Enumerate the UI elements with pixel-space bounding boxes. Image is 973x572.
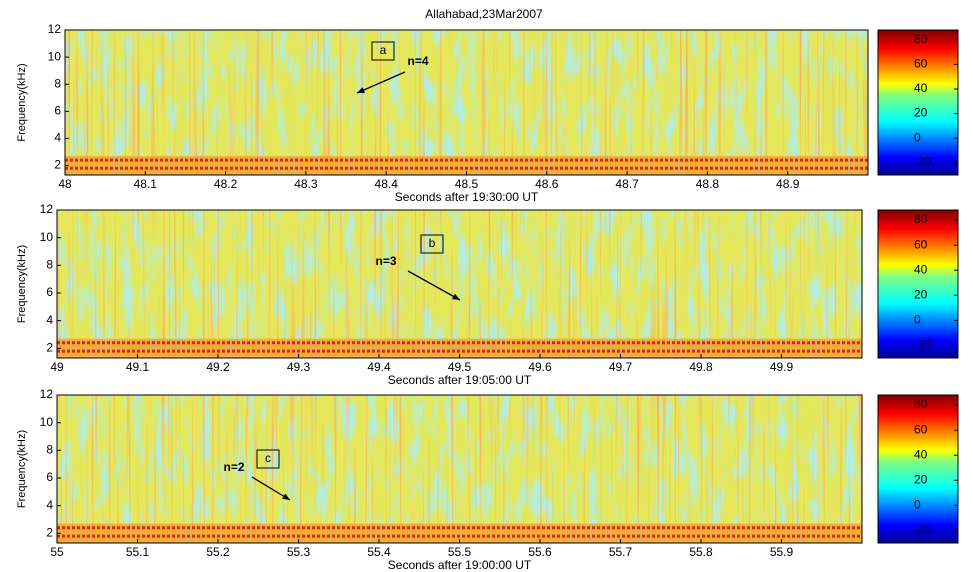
colorbar (877, 394, 959, 544)
x-tick-label: 49.1 (126, 360, 150, 374)
x-tick-label: 48.6 (535, 177, 559, 191)
y-tick-label: 10 (40, 415, 54, 429)
y-tick-label: 2 (46, 340, 53, 354)
annotation-box-label: b (429, 236, 436, 250)
x-tick-label: 48.9 (776, 177, 800, 191)
colorbar-tick-label: 0 (914, 313, 921, 327)
x-tick-label: 49.3 (287, 360, 311, 374)
annotation-arrow (356, 71, 406, 94)
colorbar-tick-label: 40 (914, 447, 928, 461)
y-tick-label: 12 (40, 202, 54, 216)
x-tick-label: 49 (50, 360, 64, 374)
x-tick-label: 48.5 (455, 177, 479, 191)
y-tick-label: 8 (46, 442, 53, 456)
x-tick-label: 55.2 (206, 545, 230, 559)
x-axis-label: Seconds after 19:30:00 UT (395, 190, 539, 204)
x-tick-label: 49.8 (689, 360, 713, 374)
y-tick-label: 4 (46, 498, 53, 512)
annotation-label: n=3 (375, 254, 396, 268)
x-axis-label: Seconds after 19:05:00 UT (388, 373, 532, 387)
y-axis-label: Frequency(kHz) (16, 63, 28, 141)
y-tick-label: 6 (46, 285, 53, 299)
y-tick-label: 12 (40, 387, 54, 401)
x-tick-label: 55.6 (528, 545, 552, 559)
x-tick-label: 49.2 (206, 360, 230, 374)
colorbar (877, 29, 959, 176)
spectrogram-streaks (65, 30, 868, 175)
x-tick-label: 55.4 (367, 545, 391, 559)
colorbar-tick-label: 60 (914, 57, 928, 71)
colorbar-tick-label: 20 (914, 106, 928, 120)
spectrogram-streaks (57, 210, 862, 358)
y-axis-label: Frequency(kHz) (16, 430, 28, 508)
x-tick-label: 48.2 (214, 177, 238, 191)
colorbar-tick-label: 20 (914, 472, 928, 486)
annotation-box (420, 234, 444, 254)
y-tick-label: 4 (54, 131, 61, 145)
y-tick-label: 2 (54, 158, 61, 172)
annotation-box (256, 449, 280, 469)
y-axis-label: Frequency(kHz) (16, 245, 28, 323)
y-tick-label: 6 (46, 470, 53, 484)
y-tick-label: 8 (54, 76, 61, 90)
x-tick-label: 55.1 (126, 545, 150, 559)
x-tick-label: 48.1 (134, 177, 158, 191)
colorbar-tick-label: 80 (914, 212, 928, 226)
colorbar-tick-label: -20 (914, 155, 932, 169)
annotation-label: n=4 (407, 54, 428, 68)
colorbar-tick-label: 40 (914, 81, 928, 95)
x-tick-label: 55.9 (770, 545, 794, 559)
y-tick-label: 10 (40, 230, 54, 244)
x-axis-label: Seconds after 19:00:00 UT (388, 558, 532, 572)
x-tick-label: 55.3 (287, 545, 311, 559)
spectrogram-panel: 55 55.1 55.2 55.3 55.4 55.5 55.6 55.7 55.8 55.9 2 4… (16, 387, 959, 572)
colorbar-tick-label: 20 (914, 287, 928, 301)
x-tick-label: 48.4 (375, 177, 399, 191)
x-tick-label: 49.6 (528, 360, 552, 374)
figure-title: Allahabad,23Mar2007 (425, 7, 543, 21)
colorbar-tick-label: -20 (914, 523, 932, 537)
annotation-arrowhead (357, 87, 365, 93)
colorbar-tick-label: 40 (914, 262, 928, 276)
annotation-box-label: c (265, 451, 271, 465)
x-tick-label: 55 (50, 545, 64, 559)
annotation-arrow (251, 476, 291, 501)
colorbar (877, 209, 959, 359)
x-tick-label: 48.3 (294, 177, 318, 191)
spectrogram-panel: 49 49.1 49.2 49.3 49.4 49.5 49.6 49.7 49.8 49.9 2 4… (16, 202, 959, 387)
y-tick-label: 12 (48, 22, 62, 36)
colorbar-tick-label: 80 (914, 397, 928, 411)
x-tick-label: 48.7 (615, 177, 639, 191)
x-tick-label: 55.8 (689, 545, 713, 559)
x-tick-label: 48 (58, 177, 72, 191)
x-tick-label: 49.7 (609, 360, 633, 374)
y-tick-label: 2 (46, 525, 53, 539)
annotation-box (371, 41, 395, 61)
colorbar-tick-label: 80 (914, 32, 928, 46)
annotation-label: n=2 (223, 460, 244, 474)
x-tick-label: 48.8 (696, 177, 720, 191)
annotation-arrowhead (452, 293, 460, 300)
x-tick-label: 49.9 (770, 360, 794, 374)
colorbar-tick-label: 60 (914, 237, 928, 251)
x-tick-label: 55.7 (609, 545, 633, 559)
x-tick-label: 55.5 (448, 545, 472, 559)
y-tick-label: 8 (46, 257, 53, 271)
x-tick-label: 49.5 (448, 360, 472, 374)
colorbar-tick-label: 0 (914, 498, 921, 512)
annotation-arrowhead (282, 493, 290, 500)
annotation-box-label: a (380, 43, 387, 57)
y-tick-label: 4 (46, 313, 53, 327)
colorbar-tick-label: -20 (914, 338, 932, 352)
spectrogram-panel: 48 48.1 48.2 48.3 48.4 48.5 48.6 48.7 48.8 48.924… (16, 22, 959, 204)
annotation-arrow (407, 270, 461, 301)
colorbar-tick-label: 60 (914, 422, 928, 436)
y-tick-label: 6 (54, 103, 61, 117)
y-tick-label: 10 (48, 49, 62, 63)
x-tick-label: 49.4 (367, 360, 391, 374)
colorbar-tick-label: 0 (914, 130, 921, 144)
spectrogram-streaks (57, 395, 862, 543)
